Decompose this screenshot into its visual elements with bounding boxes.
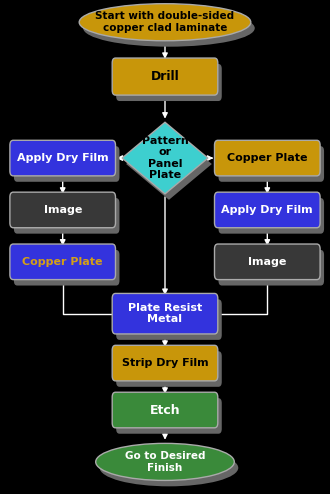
FancyBboxPatch shape: [14, 146, 119, 182]
FancyBboxPatch shape: [116, 64, 222, 101]
Text: Strip Dry Film: Strip Dry Film: [122, 358, 208, 368]
Text: Image: Image: [44, 205, 82, 215]
Text: Drill: Drill: [150, 70, 180, 83]
Ellipse shape: [83, 10, 255, 47]
Text: Pattern
or
Panel
Plate: Pattern or Panel Plate: [142, 136, 188, 180]
Text: Start with double-sided
copper clad laminate: Start with double-sided copper clad lami…: [95, 11, 235, 33]
FancyBboxPatch shape: [218, 146, 324, 182]
FancyBboxPatch shape: [112, 345, 218, 381]
Text: Copper Plate: Copper Plate: [22, 257, 103, 267]
Text: Image: Image: [248, 257, 286, 267]
FancyBboxPatch shape: [112, 293, 218, 334]
Text: Go to Desired
Finish: Go to Desired Finish: [125, 451, 205, 473]
Polygon shape: [122, 123, 208, 194]
Text: Copper Plate: Copper Plate: [227, 153, 308, 163]
FancyBboxPatch shape: [218, 250, 324, 286]
Text: Apply Dry Film: Apply Dry Film: [221, 205, 313, 215]
Ellipse shape: [96, 444, 234, 480]
Ellipse shape: [79, 4, 251, 41]
FancyBboxPatch shape: [10, 244, 115, 280]
FancyBboxPatch shape: [112, 58, 218, 95]
FancyBboxPatch shape: [218, 198, 324, 234]
FancyBboxPatch shape: [14, 198, 119, 234]
FancyBboxPatch shape: [214, 192, 320, 228]
FancyBboxPatch shape: [10, 140, 115, 176]
FancyBboxPatch shape: [116, 299, 222, 340]
FancyBboxPatch shape: [214, 244, 320, 280]
FancyBboxPatch shape: [214, 140, 320, 176]
FancyBboxPatch shape: [116, 351, 222, 387]
FancyBboxPatch shape: [116, 398, 222, 434]
Text: Apply Dry Film: Apply Dry Film: [17, 153, 109, 163]
Text: Etch: Etch: [150, 404, 180, 416]
Ellipse shape: [100, 450, 238, 486]
FancyBboxPatch shape: [112, 392, 218, 428]
FancyBboxPatch shape: [10, 192, 115, 228]
Text: Plate Resist
Metal: Plate Resist Metal: [128, 303, 202, 325]
Polygon shape: [126, 128, 212, 200]
FancyBboxPatch shape: [14, 250, 119, 286]
